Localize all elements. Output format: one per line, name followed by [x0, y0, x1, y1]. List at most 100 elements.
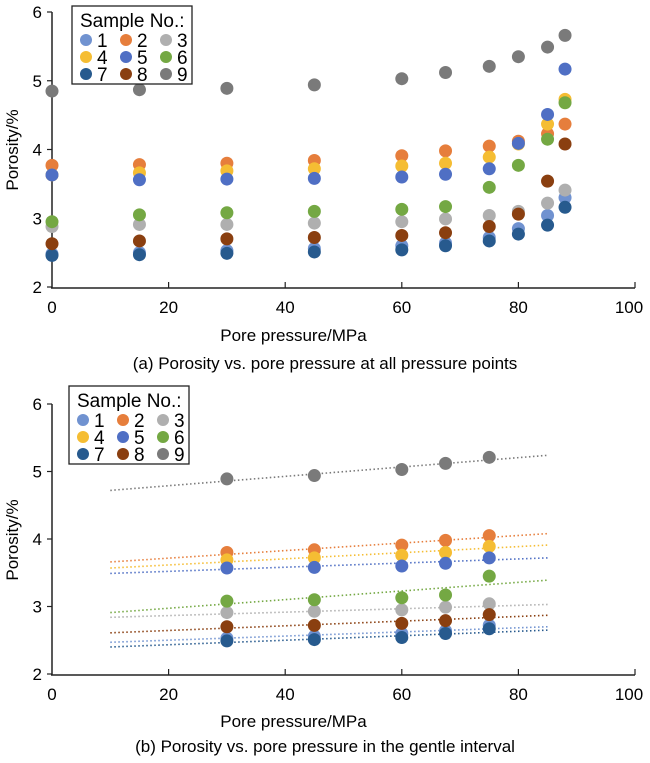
- data-point-sample-7: [307, 633, 321, 647]
- data-point-sample-5: [395, 559, 409, 573]
- data-point-sample-8: [511, 207, 525, 221]
- trendline-sample-4: [110, 544, 548, 569]
- data-point-sample-7: [482, 622, 496, 636]
- data-point-sample-6: [307, 593, 321, 607]
- data-point-sample-6: [45, 215, 59, 229]
- data-point-sample-6: [395, 591, 409, 605]
- data-point-sample-9: [307, 78, 321, 92]
- data-point-sample-6: [439, 588, 453, 602]
- data-point-sample-2: [482, 139, 496, 153]
- data-point-sample-3: [482, 209, 496, 222]
- data-point-sample-9: [511, 50, 525, 64]
- data-point-sample-4: [541, 117, 555, 131]
- data-point-sample-4: [307, 162, 321, 176]
- legend-label-sample-6: 6: [177, 48, 188, 69]
- y-tick-label: 4: [33, 530, 42, 549]
- legend-label-sample-8: 8: [137, 65, 148, 86]
- data-point-sample-3: [220, 606, 234, 620]
- data-point-sample-7: [220, 246, 234, 260]
- legend-marker-sample-9: [160, 68, 172, 80]
- data-point-sample-7: [482, 234, 496, 248]
- data-point-sample-7: [132, 248, 146, 262]
- x-tick-label: 40: [276, 298, 295, 317]
- data-point-sample-9: [482, 59, 496, 73]
- data-point-sample-5: [395, 170, 409, 184]
- legend-marker-sample-8: [120, 68, 132, 80]
- x-tick-label: 80: [509, 685, 528, 704]
- legend-label-sample-5: 5: [137, 48, 148, 69]
- data-point-sample-6: [439, 200, 453, 214]
- trendline-sample-8: [110, 614, 548, 634]
- data-point-sample-3: [439, 212, 453, 226]
- data-point-sample-6: [307, 204, 321, 218]
- legend-marker-sample-2: [120, 34, 132, 46]
- data-point-sample-4: [439, 546, 453, 559]
- legend-title: Sample No.:: [77, 391, 182, 412]
- data-point-sample-6: [395, 202, 409, 216]
- data-point-sample-5: [511, 136, 525, 150]
- trendline-sample-5: [110, 557, 548, 575]
- data-point-sample-8: [307, 231, 321, 244]
- data-point-sample-9: [45, 84, 59, 98]
- panel-caption: (a) Porosity vs. pore pressure at all pr…: [133, 354, 518, 373]
- data-point-sample-6: [541, 132, 555, 146]
- x-tick-label: 60: [392, 298, 411, 317]
- legend-marker-sample-3: [157, 414, 169, 426]
- x-tick-label: 0: [47, 685, 56, 704]
- legend-label-sample-2: 2: [137, 31, 148, 52]
- data-point-sample-5: [45, 168, 59, 182]
- data-point-sample-3: [220, 217, 234, 231]
- data-point-sample-3: [307, 216, 321, 230]
- data-point-sample-7: [439, 627, 453, 640]
- x-tick-label: 100: [615, 298, 643, 317]
- data-point-sample-5: [307, 560, 321, 574]
- trendline-sample-6: [110, 579, 548, 614]
- data-point-sample-5: [307, 171, 321, 185]
- data-point-sample-8: [220, 620, 234, 634]
- data-point-sample-6: [132, 208, 146, 222]
- data-point-sample-7: [307, 245, 321, 259]
- data-point-sample-2: [439, 144, 453, 158]
- data-point-sample-5: [439, 556, 453, 570]
- data-point-sample-4: [482, 150, 496, 164]
- data-point-sample-5: [482, 162, 496, 176]
- y-tick-label: 5: [33, 463, 42, 482]
- data-point-sample-8: [307, 618, 321, 632]
- data-point-sample-9: [132, 83, 146, 97]
- data-point-sample-5: [132, 173, 146, 187]
- data-point-sample-2: [558, 117, 572, 131]
- data-point-sample-8: [439, 226, 453, 240]
- data-point-sample-9: [307, 469, 321, 483]
- legend-marker-sample-9: [157, 448, 169, 460]
- data-point-sample-7: [558, 200, 572, 214]
- data-point-sample-9: [395, 462, 409, 476]
- trendline-sample-9: [110, 454, 548, 492]
- x-tick-label: 40: [276, 685, 295, 704]
- data-point-sample-6: [511, 158, 525, 172]
- data-point-sample-7: [395, 243, 409, 257]
- y-tick-label: 3: [33, 598, 42, 617]
- y-tick-label: 5: [33, 72, 42, 91]
- legend-marker-sample-8: [117, 448, 129, 460]
- legend-box: [68, 385, 190, 465]
- legend-label-sample-8: 8: [134, 445, 145, 466]
- data-point-sample-6: [220, 206, 234, 220]
- data-point-sample-2: [439, 533, 453, 547]
- y-tick-label: 6: [33, 395, 42, 414]
- legend-label-sample-5: 5: [134, 428, 145, 449]
- data-point-sample-2: [482, 529, 496, 543]
- data-point-sample-7: [45, 248, 59, 262]
- data-point-sample-3: [541, 196, 555, 210]
- data-point-sample-3: [482, 597, 496, 611]
- data-point-sample-1: [541, 209, 555, 222]
- data-point-sample-8: [558, 137, 572, 151]
- data-point-sample-9: [220, 81, 234, 95]
- legend-label-sample-3: 3: [177, 31, 188, 52]
- data-point-sample-9: [541, 40, 555, 54]
- legend-marker-sample-6: [157, 431, 169, 443]
- data-point-sample-7: [439, 239, 453, 253]
- y-axis-title: Porosity/%: [3, 499, 22, 580]
- data-point-sample-4: [307, 551, 321, 565]
